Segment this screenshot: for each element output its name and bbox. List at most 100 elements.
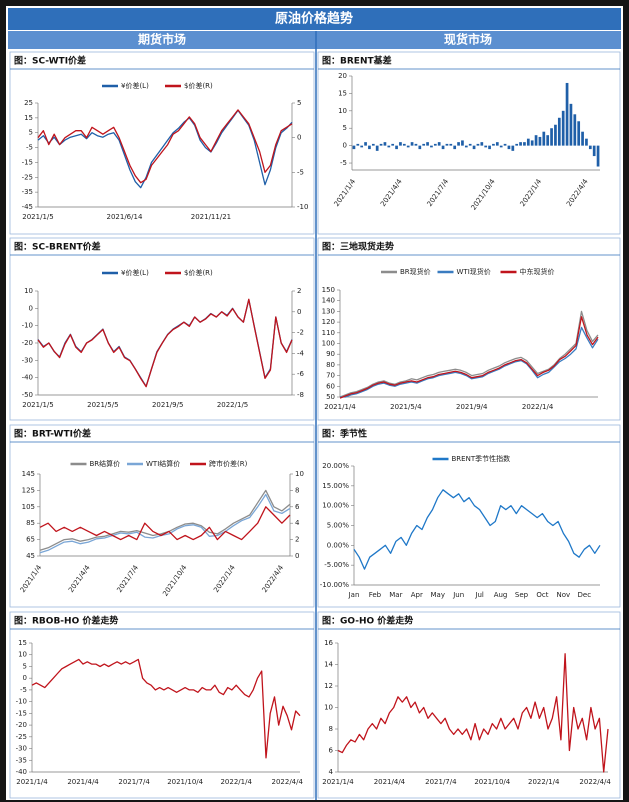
bar [507, 145, 511, 150]
panel [9, 51, 315, 235]
series-line [39, 506, 291, 541]
y-tick-label: 12 [324, 682, 333, 690]
bar [414, 143, 418, 146]
x-tick-label: Nov [557, 591, 571, 599]
y2-tick-label: -5 [297, 168, 304, 176]
bar [592, 145, 596, 157]
bar [418, 145, 422, 150]
y-tick-label: 15 [18, 639, 27, 647]
section-left: 期货市场 [138, 32, 186, 47]
y2-tick-label: -6 [297, 370, 305, 378]
bar [557, 117, 561, 146]
y-tick-label: 0 [29, 304, 33, 312]
y-tick-label: 60 [326, 382, 335, 390]
bar [515, 143, 519, 146]
x-tick-label: 2022/1/4 [528, 778, 560, 786]
y-tick-label: 0 [343, 142, 347, 150]
legend-label: BR现货价 [400, 267, 431, 276]
x-tick-label: Feb [369, 591, 382, 599]
legend-label: ¥价差(L) [121, 268, 149, 277]
bar [368, 145, 371, 150]
y-tick-label: 5 [23, 662, 27, 670]
x-tick-label: May [431, 591, 445, 599]
bar [391, 143, 395, 146]
bar [426, 142, 429, 146]
bar [519, 142, 522, 146]
page-title: 原油价格趋势 [275, 11, 353, 27]
panel [9, 237, 315, 421]
x-tick-label: 2021/7/4 [425, 778, 457, 786]
y-tick-label: 105 [22, 503, 35, 511]
y-tick-label: -20 [16, 721, 27, 729]
y-tick-label: 10 [18, 651, 27, 659]
x-tick-label: 2021/10/4 [167, 778, 203, 786]
y-tick-label: 65 [26, 536, 35, 544]
bar [476, 143, 480, 146]
legend-label: 中东现货价 [520, 267, 555, 276]
y-tick-label: 70 [326, 372, 335, 380]
series-line [339, 310, 599, 398]
y-tick-label: 5 [343, 124, 347, 132]
section-right: 现货市场 [444, 32, 492, 47]
y-tick-label: 45 [26, 552, 35, 560]
bar [360, 145, 364, 148]
bar [569, 103, 573, 146]
y2-tick-label: -4 [297, 349, 305, 357]
y-tick-label: 15 [24, 114, 33, 122]
bar [538, 136, 542, 146]
panel [317, 611, 621, 799]
y-tick-label: 110 [322, 329, 335, 337]
x-tick-label: 2022/1/4 [522, 403, 554, 411]
panel [317, 237, 621, 421]
y-tick-label: 20 [338, 72, 347, 80]
series-line [37, 298, 293, 388]
x-tick-label: Mar [389, 591, 402, 599]
bar [441, 145, 445, 150]
y2-tick-label: 0 [297, 134, 301, 142]
legend-label: BRENT季节性指数 [452, 454, 511, 463]
x-tick-label: Dec [578, 591, 592, 599]
bar [530, 140, 534, 146]
y-tick-label: 145 [22, 470, 35, 478]
bar [561, 110, 565, 146]
y-tick-label: 10 [324, 704, 333, 712]
panel [9, 611, 315, 799]
x-tick-label: 2021/9/4 [456, 403, 488, 411]
bar [495, 142, 499, 146]
y-tick-label: -15 [16, 709, 27, 717]
y-tick-label: -5 [26, 144, 33, 152]
x-tick-label: Apr [411, 591, 423, 599]
bar [523, 142, 526, 146]
bar [383, 142, 387, 146]
bar [445, 143, 449, 146]
bar [430, 145, 433, 148]
y-tick-label: -35 [22, 188, 33, 196]
y-tick-label: -10 [16, 698, 27, 706]
bar [375, 145, 379, 151]
bar [453, 145, 457, 150]
y-tick-label: 5.00% [327, 522, 350, 530]
x-tick-label: 2021/10/4 [474, 778, 510, 786]
y-tick-label: 150 [322, 286, 335, 294]
x-tick-label: 2021/5/5 [87, 401, 118, 409]
x-tick-label: 2022/4/4 [579, 778, 611, 786]
y-tick-label: -50 [22, 391, 33, 399]
y-tick-label: 4 [329, 768, 334, 776]
panel-title: 图：SC-BRENT价差 [14, 241, 101, 253]
y2-tick-label: -10 [297, 203, 308, 211]
bar [449, 143, 453, 146]
x-tick-label: 2021/1/5 [22, 401, 53, 409]
y2-tick-label: 2 [297, 287, 301, 295]
bar [484, 145, 488, 148]
bar [457, 142, 460, 146]
panel-title: 图：GO-HO 价差走势 [322, 615, 413, 627]
y2-tick-label: -2 [297, 329, 304, 337]
y2-tick-label: 8 [295, 486, 299, 494]
x-tick-label: Jan [348, 591, 360, 599]
bar [402, 143, 406, 146]
bar [581, 131, 584, 146]
series-line [339, 316, 599, 399]
series-line [337, 653, 609, 773]
panel-title: 图：BRT-WTI价差 [14, 428, 91, 440]
